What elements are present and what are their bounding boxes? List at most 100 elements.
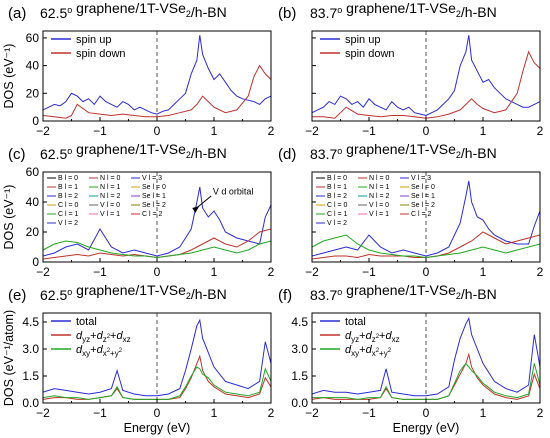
legend-entry: dyz+dz2+dxz — [76, 330, 131, 344]
x-tick-label: 1 — [480, 265, 487, 279]
y-tick-label: 0 — [32, 114, 39, 128]
series-line-0 — [312, 35, 540, 117]
series-line-0 — [43, 35, 271, 115]
x-tick-label: 2 — [537, 265, 544, 279]
y-axis-label: DOS (eV⁻¹) — [2, 44, 16, 109]
x-axis-label: Energy (eV) — [124, 421, 191, 435]
x-tick-label: −2 — [36, 406, 50, 420]
legend-entry: C l = 2 — [411, 211, 432, 218]
legend-entry: spin down — [76, 48, 126, 60]
panel-title: 62.5o graphene/1T-VSe2/h-BN — [40, 0, 227, 21]
y-tick-label: 40 — [26, 195, 40, 209]
series-line-2 — [312, 362, 540, 400]
series-line-2 — [312, 234, 540, 259]
x-tick-label: 0 — [154, 124, 161, 138]
y-axis-label: DOS (eV⁻¹/atom) — [2, 310, 16, 406]
y-tick-label: 20 — [26, 225, 40, 239]
series-line-2 — [43, 240, 271, 259]
legend-entry: dxy+dx2+y2 — [345, 344, 392, 358]
legend-entry: Se l = 0 — [411, 184, 435, 191]
y-tick-label: 0.0 — [291, 396, 308, 410]
legend-entry: dxy+dx2+y2 — [76, 344, 123, 358]
legend-entry: B l = 2 — [327, 193, 347, 200]
panel-d: (d) 83.7o graphene/1T-VSe2/h-BN −2 −1 0 1 2 B l… — [278, 141, 544, 279]
y-tick-label: 40 — [26, 59, 40, 73]
legend-entry: Se l = 2 — [142, 202, 166, 209]
legend-entry: N l = 1 — [100, 184, 121, 191]
legend-entry: B l = 2 — [58, 193, 78, 200]
legend-entry: V l = 0 — [100, 202, 120, 209]
y-tick-label: 60 — [26, 165, 40, 179]
y-tick-label: 3.0 — [22, 342, 39, 356]
panel-b: (b) 83.7o graphene/1T-VSe2/h-BN −2 −1 0 1 2 spi… — [278, 0, 544, 138]
legend-entry: Se l = 2 — [411, 202, 435, 209]
x-tick-label: −2 — [305, 265, 319, 279]
x-tick-label: −1 — [362, 406, 376, 420]
annotation-v-d-orbital: V d orbital — [213, 187, 254, 197]
y-tick-label: 0 — [32, 255, 39, 269]
panel-label: (d) — [278, 146, 296, 163]
y-tick-label: 60 — [26, 31, 40, 45]
legend-entry: B l = 0 — [58, 175, 78, 182]
x-tick-label: 1 — [480, 124, 487, 138]
panel-title: 83.7o graphene/1T-VSe2/h-BN — [310, 282, 497, 303]
legend-entry: V l = 3 — [142, 175, 162, 182]
x-tick-label: 2 — [268, 406, 275, 420]
legend-entry: Se l = 1 — [142, 193, 166, 200]
y-tick-label: 3.0 — [291, 342, 308, 356]
series-line-0 — [43, 186, 271, 257]
legend-entry: total — [345, 316, 366, 328]
series-line-0 — [312, 180, 540, 257]
panel-label: (c) — [8, 146, 26, 163]
panel-f: (f) 83.7o graphene/1T-VSe2/h-BN −2 −1 0 1 2 0.0… — [278, 282, 544, 435]
legend-entry: C l = 1 — [58, 211, 79, 218]
legend-entry: V l = 2 — [327, 220, 347, 227]
x-tick-label: 0 — [154, 265, 161, 279]
series-line-0 — [312, 316, 540, 397]
x-tick-label: 2 — [537, 124, 544, 138]
legend-entry: spin up — [76, 34, 111, 46]
legend-entry: B l = 0 — [327, 175, 347, 182]
legend-entry: B l = 1 — [58, 184, 78, 191]
legend-entry: V l = 1 — [100, 211, 120, 218]
legend-entry: total — [76, 316, 97, 328]
y-tick-label: 0.0 — [22, 396, 39, 410]
panel-title: 83.7o graphene/1T-VSe2/h-BN — [310, 0, 497, 21]
x-tick-label: 0 — [423, 124, 430, 138]
y-tick-label: 1.5 — [291, 369, 308, 383]
panel-title: 62.5o graphene/1T-VSe2/h-BN — [40, 282, 227, 303]
legend-entry: Se l = 1 — [411, 193, 435, 200]
panel-c: (c) 62.5o graphene/1T-VSe2/h-BN−2 −1 0 1 2020… — [2, 141, 275, 279]
x-tick-label: −1 — [93, 124, 107, 138]
legend-entry: C l = 0 — [58, 202, 79, 209]
x-tick-label: 1 — [211, 406, 218, 420]
panel-e: (e) 62.5o graphene/1T-VSe2/h-BN −2 −1 0 1 2 0.0… — [2, 282, 275, 435]
legend-entry: spin down — [345, 48, 395, 60]
panel-label: (e) — [8, 287, 26, 304]
x-tick-label: −1 — [362, 124, 376, 138]
panel-a: (a) 62.5o graphene/1T-VSe2/h-BN−2 −1 0 1 2020… — [2, 0, 275, 138]
legend-entry: N l = 2 — [100, 193, 121, 200]
panel-label: (b) — [278, 5, 296, 22]
y-axis-label: DOS (eV⁻¹) — [2, 185, 16, 250]
legend-entry: Se l = 0 — [142, 184, 166, 191]
y-tick-label: 1.5 — [22, 369, 39, 383]
legend-entry: dyz+dz2+dxz — [345, 330, 400, 344]
series-line-2 — [43, 366, 271, 400]
x-tick-label: 1 — [211, 265, 218, 279]
x-tick-label: 2 — [537, 406, 544, 420]
legend-entry: V l = 2 — [58, 220, 78, 227]
x-tick-label: 1 — [211, 124, 218, 138]
x-tick-label: 2 — [268, 124, 275, 138]
x-tick-label: 2 — [268, 265, 275, 279]
series-line-0 — [43, 318, 271, 397]
legend-entry: B l = 1 — [327, 184, 347, 191]
annotation-arrowhead — [192, 206, 200, 213]
legend-entry: N l = 0 — [100, 175, 121, 182]
x-tick-label: −1 — [93, 265, 107, 279]
x-tick-label: −2 — [36, 124, 50, 138]
legend-entry: N l = 0 — [369, 175, 390, 182]
x-tick-label: 0 — [423, 406, 430, 420]
x-tick-label: −2 — [305, 124, 319, 138]
panel-title: 62.5o graphene/1T-VSe2/h-BN — [40, 141, 227, 162]
